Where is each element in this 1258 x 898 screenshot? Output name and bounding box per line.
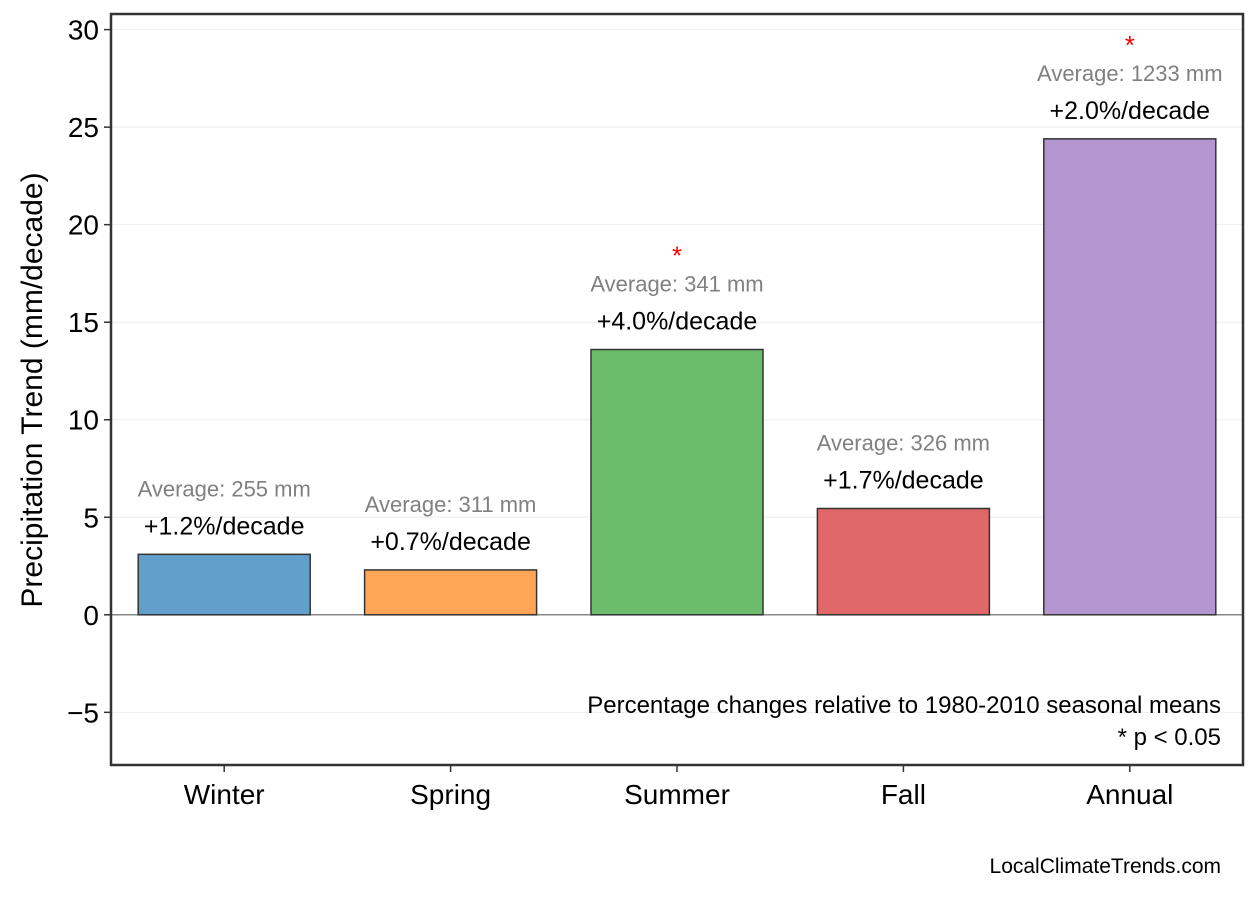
bar-spring [363, 569, 538, 616]
average-label: Average: 311 mm [365, 492, 537, 517]
percent-label: +1.2%/decade [144, 512, 305, 540]
y-tick-label: 20 [68, 210, 99, 241]
bar-winter [137, 553, 311, 616]
average-label: Average: 341 mm [590, 272, 763, 297]
bars [137, 138, 1217, 616]
y-tick-label: 10 [68, 405, 99, 436]
percent-label: +1.7%/decade [823, 466, 984, 494]
bar-labels: +1.2%/decade Average: 255 mm +0.7%/decade A… [138, 30, 1223, 556]
y-tick-label: 15 [68, 307, 99, 338]
plot-frame [109, 12, 1245, 767]
x-tick-label: Annual [1086, 779, 1173, 810]
x-tick-label: Fall [881, 779, 926, 810]
average-label: Average: 255 mm [138, 476, 311, 501]
bar-fall [816, 507, 991, 616]
average-label: Average: 326 mm [817, 430, 990, 455]
x-tick-label: Winter [184, 779, 265, 810]
percent-label: +2.0%/decade [1050, 97, 1211, 125]
y-tick-label: 25 [68, 112, 99, 143]
y-tick-label: 5 [83, 502, 99, 533]
y-axis-label: Precipitation Trend (mm/decade) [16, 172, 49, 607]
percent-label: +4.0%/decade [597, 308, 758, 336]
annotation-note: Percentage changes relative to 1980-2010… [587, 692, 1221, 719]
significance-marker: * [1125, 30, 1135, 60]
footer-source: LocalClimateTrends.com [990, 855, 1221, 878]
x-tick-label: Spring [410, 779, 491, 810]
x-axis: Winter Spring Summer Fall Annual [184, 765, 1173, 810]
x-tick-label: Summer [624, 779, 730, 810]
significance-marker: * [672, 241, 682, 271]
y-axis: −5 0 5 10 15 20 25 30 [67, 15, 111, 728]
y-tick-label: 0 [83, 600, 99, 631]
y-tick-label: −5 [67, 697, 99, 728]
bar-summer [590, 348, 764, 616]
y-tick-label: 30 [68, 15, 99, 46]
bar-annual [1043, 138, 1217, 616]
average-label: Average: 1233 mm [1037, 61, 1222, 86]
percent-label: +0.7%/decade [370, 528, 531, 556]
annotation-significance: * p < 0.05 [1118, 724, 1221, 751]
